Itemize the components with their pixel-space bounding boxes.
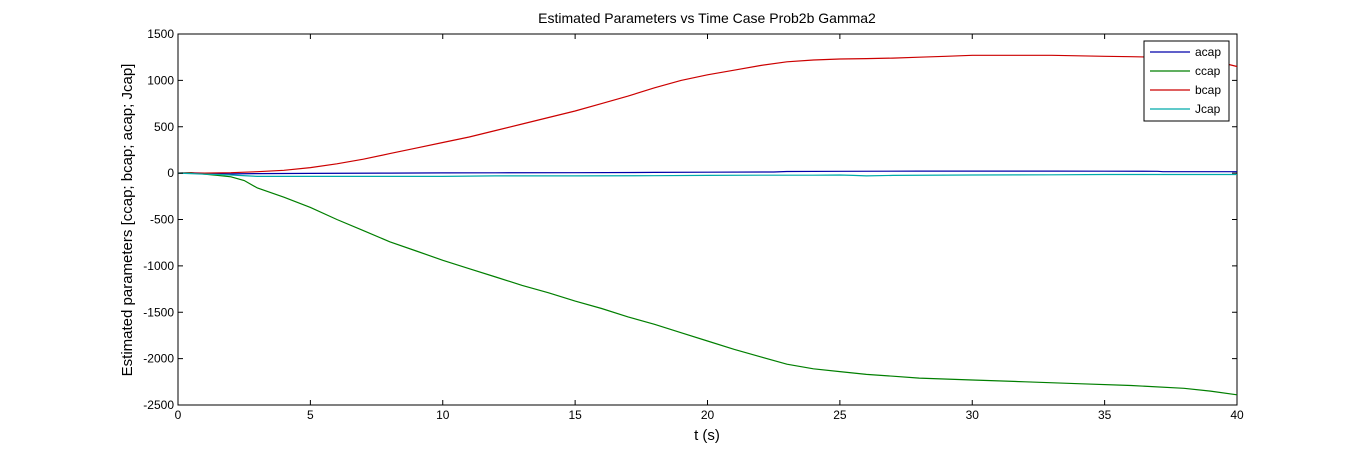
x-tick-label: 0 [175,408,182,422]
y-tick-label: 500 [154,120,174,134]
legend-box [1143,40,1230,122]
series-line-ccap [177,172,1238,396]
plot-area [177,33,1238,406]
y-ticks: -2500 -2000 -1500 -1000 -500 0 500 1000 1500 [143,27,1237,412]
y-tick-label: -500 [150,213,174,227]
legend-label-acap: acap [1195,45,1221,59]
x-tick-label: 35 [1098,408,1112,422]
legend-label-ccap: ccap [1195,64,1221,78]
x-tick-label: 10 [436,408,450,422]
chart-title: Estimated Parameters vs Time Case Prob2b… [538,10,876,26]
x-tick-label: 25 [833,408,847,422]
series-layer [177,54,1238,396]
x-ticks: 0 5 10 15 20 25 30 35 40 [175,34,1244,422]
legend-label-bcap: bcap [1195,83,1221,97]
y-tick-label: 1500 [147,27,174,41]
series-line-Jcap [177,172,1237,177]
x-axis-label: t (s) [694,427,720,444]
x-tick-label: 30 [966,408,980,422]
x-tick-label: 20 [701,408,715,422]
series-line-bcap [178,54,1238,174]
y-tick-label: 1000 [147,73,174,87]
x-tick-label: 15 [568,408,582,422]
y-tick-label: -1500 [143,305,174,319]
series-line-acap [177,170,1237,175]
y-axis-label: Estimated parameters [ccap; bcap; acap; … [119,64,136,377]
legend: acap ccap bcap Jcap [1143,40,1230,122]
y-tick-label: -2500 [143,398,174,412]
y-tick-label: -1000 [143,259,174,273]
x-tick-label: 5 [307,408,314,422]
y-tick-label: -2000 [143,352,174,366]
x-tick-label: 40 [1230,408,1244,422]
legend-label-Jcap: Jcap [1195,102,1221,116]
y-tick-label: 0 [167,166,174,180]
